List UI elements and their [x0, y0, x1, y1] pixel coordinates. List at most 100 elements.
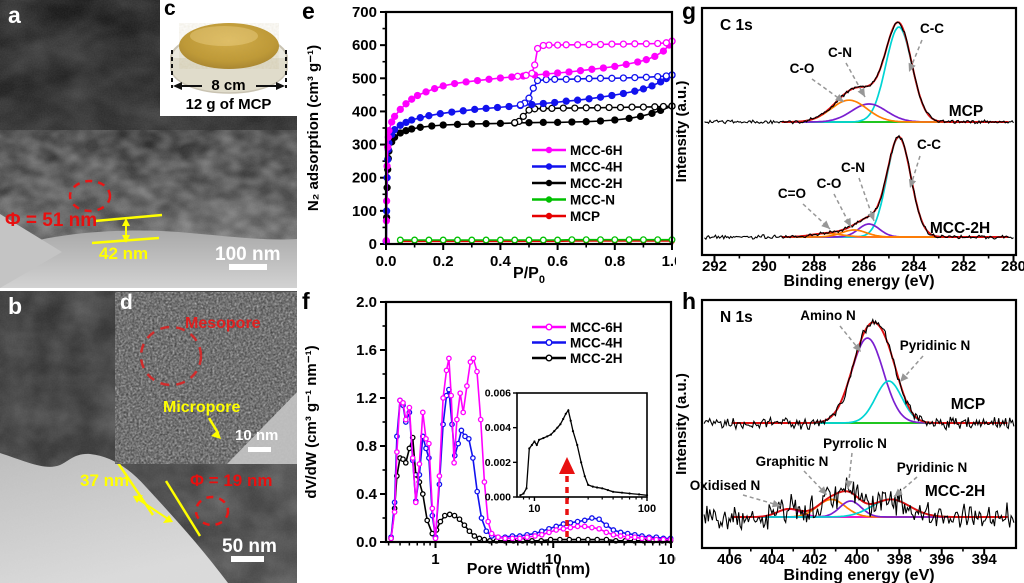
arrow-up-icon	[122, 218, 130, 226]
dish-width-label: 8 cm	[211, 77, 246, 94]
wall-thickness-arrow-b	[137, 498, 169, 520]
pore-diameter-annotation-b: Φ = 19 nm	[190, 471, 273, 490]
raw-data-curve	[703, 477, 1015, 532]
peak-label-amino n: Amino N	[800, 308, 862, 353]
panel-letter-e: e	[302, 0, 315, 24]
arrow-left-icon	[133, 495, 143, 503]
svg-text:0.006: 0.006	[485, 388, 511, 400]
panel-f-pore-distribution-chart: 1 10 100 0.0 0.4 0.8 1.2 1.6 2.0 Pore Width (nm) d…	[300, 290, 680, 583]
scale-bar-b	[231, 556, 264, 562]
svg-text:Pyridinic N: Pyridinic N	[900, 338, 971, 353]
svg-text:394: 394	[972, 551, 998, 568]
panel-letter-a: a	[8, 2, 21, 28]
svg-text:0.4: 0.4	[490, 253, 512, 270]
svg-text:C-N: C-N	[841, 160, 865, 175]
svg-text:C-C: C-C	[920, 21, 944, 36]
scale-bar-a	[229, 264, 267, 270]
svg-text:288: 288	[802, 258, 827, 275]
svg-text:Intensity (a.u.): Intensity (a.u.)	[676, 373, 690, 475]
svg-text:0.0: 0.0	[376, 253, 397, 270]
svg-text:0.000: 0.000	[485, 492, 511, 504]
svg-text:MCC-6H: MCC-6H	[570, 320, 623, 335]
axes-e: 0.0 0.2 0.4 0.6 0.8 1.0 0 100 200 300 400 500 600 700…	[305, 4, 680, 286]
scale-bar-d	[248, 447, 271, 452]
mesopore-circle-d	[139, 325, 203, 387]
peak-label-c=o: C=O	[778, 186, 831, 230]
svg-text:Amino N: Amino N	[800, 308, 856, 323]
panel-e-isotherm-chart: 0.0 0.2 0.4 0.6 0.8 1.0 0 100 200 300 400 500 600 700…	[300, 0, 680, 290]
peak-label-c-n: C-N	[828, 45, 866, 98]
peak-label-pyridinic n: Pyridinic N	[899, 338, 971, 383]
svg-text:1.2: 1.2	[356, 390, 377, 407]
powder-mass-label: 12 g of MCP	[185, 96, 272, 113]
peak-label-c-o: C-O	[790, 61, 845, 103]
svg-text:MCP: MCP	[951, 396, 985, 413]
svg-text:404: 404	[759, 551, 785, 568]
particle-highlight-circle-a	[68, 179, 112, 213]
svg-text:500: 500	[352, 70, 377, 87]
raw-data-curve	[704, 21, 1014, 125]
svg-text:406: 406	[717, 551, 742, 568]
svg-text:10: 10	[545, 551, 562, 568]
svg-text:290: 290	[752, 258, 777, 275]
svg-text:286: 286	[851, 258, 876, 275]
svg-text:Pyrrolic N: Pyrrolic N	[823, 436, 887, 451]
raw-data-curve	[703, 317, 1015, 432]
panel-h-n1s-xps-chart: 406 404 402 400 398 396 394 Binding energy (eV)…	[676, 290, 1024, 583]
svg-text:200: 200	[352, 170, 377, 187]
svg-text:282: 282	[951, 258, 976, 275]
mesopore-label: Mesopore	[185, 315, 261, 332]
thickness-measure-line-a	[94, 213, 163, 223]
svg-text:0.8: 0.8	[604, 253, 625, 270]
film-corner-d	[227, 392, 297, 464]
peak-label-c-n: C-N	[841, 160, 875, 222]
svg-text:1.0: 1.0	[662, 253, 680, 270]
svg-text:0.8: 0.8	[356, 438, 377, 455]
peak-label-oxidised n: Oxidised N	[690, 478, 782, 508]
svg-text:Binding energy (eV): Binding energy (eV)	[783, 273, 934, 290]
svg-text:MCC-6H: MCC-6H	[570, 143, 623, 158]
axes-g: 292 290 288 286 284 282 280 Binding energy (eV)…	[676, 6, 1024, 290]
svg-text:MCC-2H: MCC-2H	[925, 483, 985, 500]
petri-dish-wall	[170, 58, 288, 94]
svg-text:MCC-4H: MCC-4H	[570, 336, 623, 351]
svg-text:284: 284	[901, 258, 927, 275]
panel-b-tem-image: b 37 nm Φ = 19 nm 50 nm	[0, 291, 297, 583]
panel-d-hrtem-inset: d Mesopore Micropore 10 nm	[115, 292, 297, 464]
svg-text:402: 402	[802, 551, 827, 568]
svg-text:MCC-4H: MCC-4H	[570, 160, 623, 175]
peak-label-graphitic n: Graphitic N	[756, 454, 828, 496]
spectrum-mcp: C-O C-N C-C MCP	[704, 21, 1014, 125]
svg-text:398: 398	[887, 551, 912, 568]
svg-text:Pyridinic N: Pyridinic N	[897, 460, 968, 475]
panel-letter-f: f	[302, 288, 310, 314]
micropore-label: Micropore	[163, 399, 241, 416]
thickness-annotation-a: 42 nm	[99, 244, 149, 263]
panel-letter-d: d	[120, 291, 133, 314]
svg-text:0.002: 0.002	[485, 457, 511, 469]
svg-text:100: 100	[638, 503, 656, 515]
svg-text:0.6: 0.6	[547, 253, 568, 270]
svg-text:1: 1	[431, 551, 439, 568]
wall-thickness-annotation-b: 37 nm	[80, 471, 130, 490]
svg-text:300: 300	[352, 137, 377, 154]
svg-text:400: 400	[844, 551, 869, 568]
spectrum-mcc-2h: Pyrrolic N Graphitic N Pyridinic N Oxidised…	[690, 436, 1015, 532]
wall-measure-line-b	[116, 462, 155, 516]
panel-letter-b: b	[8, 293, 23, 319]
svg-text:1.6: 1.6	[356, 342, 377, 359]
scalebar-label-d: 10 nm	[235, 427, 279, 444]
scalebar-label-b: 50 nm	[222, 536, 277, 557]
panel-letter-h: h	[682, 288, 697, 314]
svg-text:0.004: 0.004	[485, 422, 511, 434]
svg-text:N₂ adsorption (cm³ g⁻¹): N₂ adsorption (cm³ g⁻¹)	[305, 45, 322, 211]
svg-text:700: 700	[352, 4, 377, 21]
panel-c-photo-inset: c 8 cm 12 g of MCP	[160, 0, 297, 116]
pore-highlight-circle-b	[194, 495, 230, 527]
svg-text:Binding energy (eV): Binding energy (eV)	[783, 567, 934, 583]
svg-text:MCC-N: MCC-N	[570, 193, 615, 208]
peak-label-c-o: C-O	[817, 176, 852, 228]
diameter-annotation-a: Φ = 51 nm	[5, 210, 98, 231]
